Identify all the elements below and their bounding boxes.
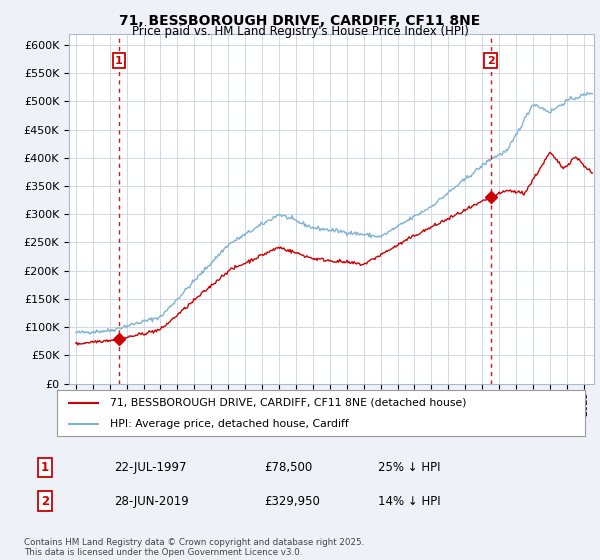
Text: Contains HM Land Registry data © Crown copyright and database right 2025.
This d: Contains HM Land Registry data © Crown c… xyxy=(24,538,364,557)
Text: HPI: Average price, detached house, Cardiff: HPI: Average price, detached house, Card… xyxy=(110,419,349,429)
Text: 71, BESSBOROUGH DRIVE, CARDIFF, CF11 8NE (detached house): 71, BESSBOROUGH DRIVE, CARDIFF, CF11 8NE… xyxy=(110,398,466,408)
Text: 1: 1 xyxy=(115,55,123,66)
Text: 14% ↓ HPI: 14% ↓ HPI xyxy=(378,494,440,508)
Text: £329,950: £329,950 xyxy=(264,494,320,508)
Text: 1: 1 xyxy=(41,461,49,474)
Text: £78,500: £78,500 xyxy=(264,461,312,474)
Text: 71, BESSBOROUGH DRIVE, CARDIFF, CF11 8NE: 71, BESSBOROUGH DRIVE, CARDIFF, CF11 8NE xyxy=(119,14,481,28)
Text: 28-JUN-2019: 28-JUN-2019 xyxy=(114,494,189,508)
Text: 25% ↓ HPI: 25% ↓ HPI xyxy=(378,461,440,474)
Text: 22-JUL-1997: 22-JUL-1997 xyxy=(114,461,187,474)
Text: 2: 2 xyxy=(487,55,494,66)
Text: Price paid vs. HM Land Registry's House Price Index (HPI): Price paid vs. HM Land Registry's House … xyxy=(131,25,469,38)
Text: 2: 2 xyxy=(41,494,49,508)
